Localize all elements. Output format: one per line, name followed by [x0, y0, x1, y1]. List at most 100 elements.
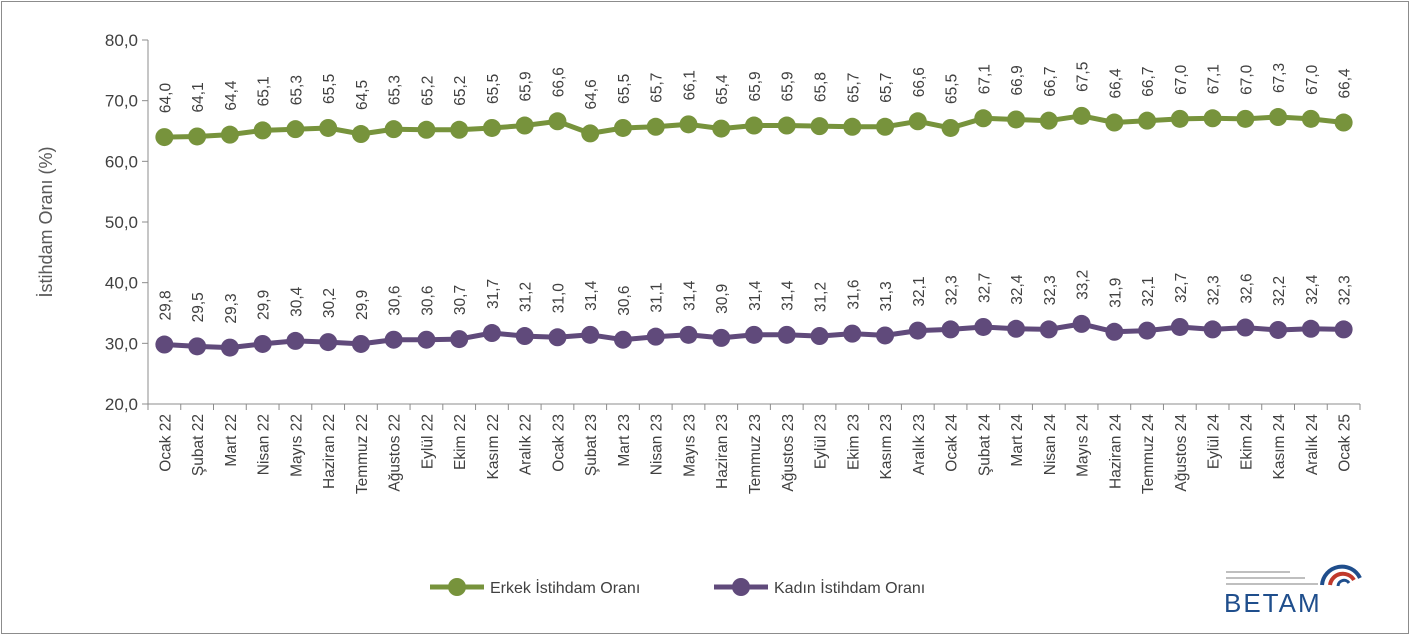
x-category-label: Şubat 23: [583, 414, 600, 476]
x-category-label: Nisan 22: [256, 414, 273, 475]
data-label-0: 65,9: [518, 71, 535, 101]
legend-label-kadin: Kadın İstihdam Oranı: [774, 578, 925, 597]
x-category-label: Mayıs 22: [288, 414, 305, 477]
data-point-1: [351, 334, 370, 353]
data-point-0: [581, 124, 600, 143]
x-category-label: Kasım 22: [485, 414, 502, 479]
data-label-0: 66,9: [1009, 65, 1026, 95]
data-label-0: 66,4: [1107, 68, 1124, 99]
data-label-1: 29,9: [256, 290, 273, 320]
data-point-0: [1269, 108, 1288, 127]
x-category-label: Haziran 24: [1107, 414, 1124, 489]
data-label-1: 31,4: [583, 280, 600, 311]
data-label-0: 65,8: [813, 72, 830, 102]
data-label-1: 31,4: [780, 280, 797, 311]
data-point-1: [908, 321, 927, 340]
data-point-0: [613, 118, 632, 137]
data-label-1: 30,6: [387, 286, 404, 316]
data-label-0: 67,0: [1304, 64, 1321, 95]
data-label-0: 65,5: [321, 74, 338, 104]
data-point-1: [253, 334, 272, 353]
x-category-label: Şubat 22: [190, 414, 207, 476]
data-labels-layer: 64,0 64,1 64,4 65,1 65,3 65,5 64,5 65,3 65,2 65,2…: [157, 62, 1353, 324]
data-point-0: [679, 115, 698, 134]
x-category-label: Aralık 23: [911, 414, 928, 475]
legend-marker-kadin: [732, 578, 750, 596]
data-point-1: [1072, 314, 1091, 333]
x-category-label: Ekim 24: [1238, 414, 1255, 470]
x-category-label: Eylül 23: [813, 414, 830, 469]
legend: Erkek İstihdam Oranı Kadın İstihdam Oran…: [430, 578, 925, 597]
data-label-0: 65,9: [747, 71, 764, 101]
data-point-0: [1236, 109, 1255, 128]
data-point-0: [974, 109, 993, 128]
data-point-1: [1334, 320, 1353, 339]
data-label-1: 32,7: [976, 273, 993, 303]
data-point-1: [515, 327, 534, 346]
data-point-0: [1334, 113, 1353, 132]
data-point-1: [810, 327, 829, 346]
data-label-1: 29,5: [190, 292, 207, 322]
data-label-0: 65,5: [944, 74, 961, 104]
data-label-0: 65,9: [780, 71, 797, 101]
data-label-1: 32,2: [1271, 276, 1288, 306]
data-point-1: [1105, 322, 1124, 341]
x-category-label: Ekim 22: [452, 414, 469, 470]
data-point-0: [1039, 111, 1058, 130]
legend-marker-erkek: [448, 578, 466, 596]
data-label-0: 65,7: [845, 73, 862, 103]
data-label-0: 67,1: [1206, 64, 1223, 94]
data-label-0: 64,5: [354, 80, 371, 110]
data-label-1: 29,3: [223, 293, 240, 323]
data-point-0: [1138, 111, 1157, 130]
data-label-0: 66,7: [1042, 67, 1059, 97]
data-point-0: [745, 116, 763, 135]
data-label-1: 31,6: [845, 279, 862, 309]
data-label-1: 32,3: [1337, 275, 1354, 305]
data-point-0: [1203, 109, 1222, 128]
data-point-1: [581, 325, 600, 344]
betam-logo-text: BETAM: [1224, 588, 1322, 618]
data-label-1: 30,2: [321, 288, 338, 318]
data-label-0: 65,3: [288, 75, 305, 105]
data-label-1: 31,4: [747, 280, 764, 311]
x-category-label: Kasım 24: [1271, 414, 1288, 480]
betam-logo: BETAM: [1224, 564, 1362, 618]
data-point-0: [810, 117, 829, 136]
data-label-1: 32,4: [1009, 274, 1026, 305]
data-label-1: 32,3: [944, 275, 961, 305]
data-point-0: [155, 128, 174, 147]
x-category-label: Mayıs 23: [681, 414, 698, 477]
x-category-label: Ağustos 23: [780, 414, 797, 492]
x-category-label: Ocak 25: [1337, 414, 1354, 472]
data-point-0: [417, 120, 436, 139]
data-label-1: 32,4: [1304, 274, 1321, 305]
x-category-label: Temmuz 23: [747, 414, 764, 494]
x-category-label: Mayıs 24: [1075, 414, 1092, 477]
data-point-1: [188, 337, 207, 356]
data-point-1: [482, 324, 501, 343]
x-category-label: Ocak 24: [944, 414, 961, 472]
data-label-1: 32,7: [1173, 273, 1190, 303]
data-point-0: [286, 120, 305, 139]
y-axis-title: İstihdam Oranı (%): [36, 146, 56, 297]
data-label-1: 31,2: [813, 282, 830, 312]
data-label-0: 67,0: [1238, 64, 1255, 95]
data-point-0: [351, 125, 370, 144]
x-category-label: Ocak 23: [550, 414, 567, 472]
data-label-1: 31,0: [550, 283, 567, 314]
data-label-0: 64,0: [157, 83, 174, 114]
x-category-label: Nisan 24: [1042, 414, 1059, 476]
data-point-1: [941, 320, 960, 339]
x-category-label: Haziran 22: [321, 414, 338, 489]
data-point-1: [843, 324, 862, 343]
x-category-label: Şubat 24: [976, 414, 993, 476]
x-category-label: Eylül 24: [1206, 414, 1223, 470]
x-category-label: Haziran 23: [714, 414, 731, 489]
data-point-1: [286, 331, 305, 350]
x-category-label: Mart 23: [616, 414, 633, 467]
data-point-0: [876, 117, 895, 136]
data-label-1: 31,3: [878, 281, 895, 311]
